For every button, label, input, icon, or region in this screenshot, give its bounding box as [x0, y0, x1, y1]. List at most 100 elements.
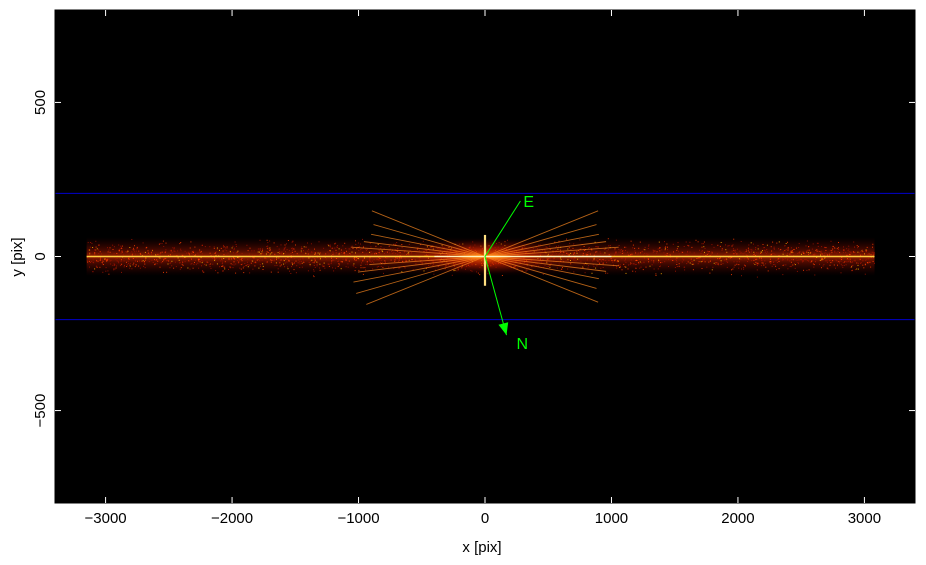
speckle-pixel [339, 253, 340, 255]
speckle-pixel [765, 250, 767, 252]
speckle-pixel [314, 253, 316, 255]
speckle-pixel [731, 274, 732, 276]
speckle-pixel [119, 248, 121, 250]
speckle-pixel [664, 248, 666, 250]
speckle-pixel [770, 246, 772, 248]
speckle-pixel [614, 253, 616, 255]
speckle-pixel [366, 253, 368, 255]
speckle-pixel [173, 250, 175, 252]
speckle-pixel [123, 266, 125, 268]
speckle-pixel [833, 264, 835, 266]
speckle-pixel [309, 263, 311, 265]
speckle-pixel [91, 242, 93, 244]
speckle-pixel [369, 260, 371, 262]
speckle-pixel [866, 246, 868, 248]
speckle-pixel [655, 275, 657, 276]
speckle-pixel [691, 260, 693, 262]
speckle-pixel [725, 249, 727, 251]
speckle-pixel [383, 272, 384, 274]
speckle-pixel [127, 249, 129, 251]
speckle-pixel [854, 269, 856, 271]
speckle-pixel [133, 262, 135, 264]
speckle-pixel [860, 262, 861, 264]
speckle-pixel [753, 251, 755, 253]
speckle-pixel [676, 249, 678, 251]
speckle-pixel [725, 252, 727, 254]
speckle-pixel [658, 261, 659, 263]
speckle-pixel [773, 261, 775, 263]
speckle-pixel [167, 260, 169, 262]
speckle-pixel [862, 260, 864, 262]
speckle-pixel [247, 264, 249, 266]
speckle-pixel [251, 260, 252, 262]
speckle-pixel [96, 265, 98, 267]
speckle-pixel [573, 271, 575, 273]
speckle-pixel [636, 260, 638, 261]
speckle-pixel [169, 263, 171, 264]
speckle-pixel [837, 251, 839, 253]
speckle-pixel [215, 251, 217, 253]
speckle-pixel [599, 258, 601, 260]
speckle-pixel [608, 260, 610, 261]
speckle-pixel [329, 246, 331, 248]
speckle-pixel [573, 253, 575, 255]
speckle-pixel [380, 248, 382, 249]
speckle-pixel [132, 249, 134, 250]
speckle-pixel [350, 246, 352, 248]
speckle-pixel [582, 252, 584, 254]
speckle-pixel [294, 262, 295, 264]
speckle-pixel [588, 247, 590, 248]
speckle-pixel [188, 260, 190, 262]
speckle-pixel [299, 258, 301, 260]
speckle-pixel [307, 250, 309, 252]
speckle-pixel [588, 265, 590, 267]
diffraction-spike [484, 256, 597, 289]
speckle-pixel [816, 249, 818, 251]
speckle-pixel [107, 247, 108, 249]
speckle-pixel [327, 251, 329, 253]
speckle-pixel [631, 253, 633, 255]
speckle-pixel [704, 251, 705, 253]
speckle-pixel [630, 262, 632, 264]
speckle-pixel [312, 262, 314, 263]
speckle-pixel [634, 247, 636, 249]
speckle-pixel [226, 246, 228, 248]
speckle-pixel [356, 248, 358, 250]
speckle-pixel [314, 259, 316, 261]
speckle-pixel [726, 266, 728, 268]
speckle-pixel [794, 267, 796, 269]
speckle-pixel [847, 250, 849, 252]
speckle-pixel [299, 263, 301, 265]
speckle-pixel [227, 252, 229, 254]
speckle-pixel [338, 263, 340, 265]
speckle-pixel [741, 275, 742, 277]
speckle-pixel [87, 261, 89, 263]
speckle-pixel [368, 251, 370, 253]
speckle-pixel [206, 261, 208, 263]
speckle-pixel [674, 267, 676, 268]
speckle-pixel [358, 269, 360, 271]
speckle-pixel [345, 266, 347, 268]
speckle-pixel [327, 263, 329, 265]
speckle-pixel [280, 244, 282, 246]
speckle-pixel [135, 264, 137, 266]
speckle-pixel [798, 263, 799, 265]
speckle-pixel [687, 261, 689, 263]
speckle-pixel [756, 258, 758, 260]
speckle-pixel [703, 253, 705, 255]
speckle-pixel [610, 258, 612, 260]
speckle-pixel [733, 266, 735, 268]
speckle-pixel [189, 268, 191, 270]
speckle-pixel [383, 248, 385, 249]
speckle-pixel [721, 248, 723, 250]
speckle-pixel [720, 263, 722, 265]
speckle-pixel [756, 264, 758, 266]
diffraction-spike [373, 224, 486, 257]
speckle-pixel [865, 258, 867, 260]
speckle-pixel [197, 262, 199, 264]
speckle-pixel [220, 247, 222, 249]
x-tick-label: −1000 [337, 510, 379, 527]
speckle-pixel [338, 260, 339, 262]
speckle-pixel [330, 263, 332, 265]
speckle-pixel [579, 239, 581, 241]
